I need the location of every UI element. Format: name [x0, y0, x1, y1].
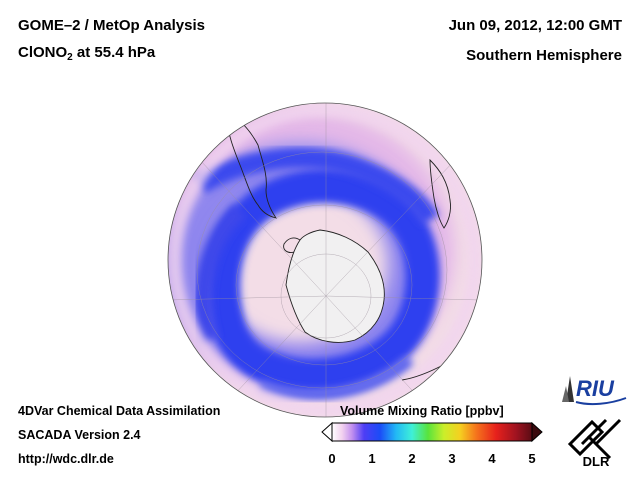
vortex-ring — [206, 169, 440, 393]
species-level: at 55.4 hPa — [72, 44, 156, 61]
vortex-arc-north — [194, 147, 439, 225]
africa — [429, 158, 451, 229]
globe-outline — [167, 102, 483, 418]
colorbar-tick: 3 — [448, 451, 456, 466]
dlr-logo-text: DLR — [583, 454, 610, 469]
footer-line1: 4DVar Chemical Data Assimilation — [18, 404, 221, 418]
dlr-logo: DLR — [567, 418, 622, 469]
colorbar-tick: 2 — [408, 451, 416, 466]
riu-logo: RIU — [562, 376, 627, 406]
colorbar-over-arrow — [531, 421, 543, 443]
vortex-arc-west — [194, 203, 247, 344]
title-line1: GOME–2 / MetOp Analysis — [18, 17, 205, 34]
riu-logo-text: RIU — [576, 376, 615, 401]
dlr-logo-mark — [567, 418, 622, 460]
antarctic-peninsula — [283, 237, 301, 253]
colorbar — [321, 421, 543, 443]
species-main: ClONO — [18, 44, 68, 61]
riu-logo-mark-2 — [562, 386, 569, 402]
colorbar-tick: 0 — [328, 451, 336, 466]
vortex-arc-south — [257, 355, 414, 402]
region-label: Southern Hemisphere — [466, 47, 622, 64]
limb-halo — [168, 103, 482, 417]
species-sub: 2 — [67, 52, 73, 63]
colorbar-gradient — [331, 422, 533, 442]
footer-line3: http://wdc.dlr.de — [18, 452, 114, 466]
colorbar-label: Volume Mixing Ratio [ppbv] — [340, 404, 504, 418]
colorbar-tick: 1 — [368, 451, 376, 466]
datetime-label: Jun 09, 2012, 12:00 GMT — [448, 17, 622, 34]
species-label: ClONO2 at 55.4 hPa — [18, 44, 155, 63]
footer-line2: SACADA Version 2.4 — [18, 428, 141, 442]
colorbar-tick: 4 — [488, 451, 496, 466]
riu-logo-mark — [566, 376, 574, 402]
riu-logo-swoosh — [575, 397, 627, 406]
colorbar-tick: 5 — [528, 451, 536, 466]
colorbar-under-arrow — [321, 421, 333, 443]
